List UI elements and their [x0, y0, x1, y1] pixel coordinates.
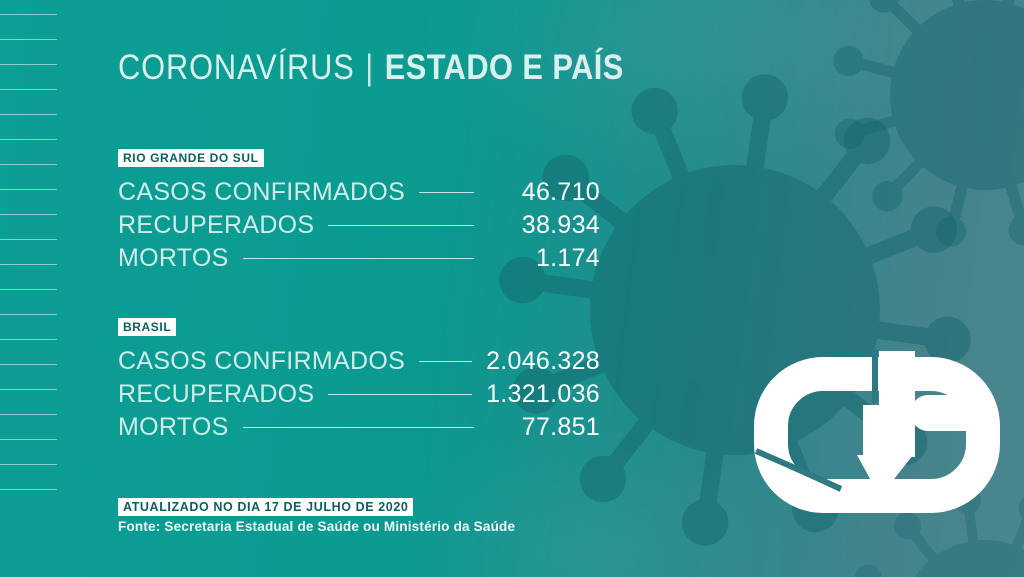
title-separator: | — [365, 48, 375, 87]
stat-row-casos-confirmados: CASOS CONFIRMADOS 2.046.328 — [118, 345, 600, 378]
stat-row-casos-confirmados: CASOS CONFIRMADOS 46.710 — [118, 176, 600, 209]
stat-rows: CASOS CONFIRMADOS 2.046.328 RECUPERADOS … — [118, 345, 600, 444]
stat-value: 77.851 — [521, 413, 600, 441]
stat-value: 1.174 — [535, 244, 600, 272]
title-secondary: ESTADO E PAÍS — [384, 48, 624, 87]
section-rio-grande-do-sul: RIO GRANDE DO SUL CASOS CONFIRMADOS 46.7… — [118, 149, 600, 275]
stat-row-recuperados: RECUPERADOS 38.934 — [118, 209, 600, 242]
stat-label: RECUPERADOS — [118, 211, 315, 239]
source-note: Fonte: Secretaria Estadual de Saúde ou M… — [118, 519, 516, 534]
leader-line — [242, 258, 474, 259]
stat-value: 1.321.036 — [486, 380, 600, 408]
leader-line — [328, 394, 473, 395]
leader-line — [242, 427, 474, 428]
stat-row-recuperados: RECUPERADOS 1.321.036 — [118, 378, 600, 411]
page-title: CORONAVÍRUS | ESTADO E PAÍS — [118, 48, 624, 88]
stat-row-mortos: MORTOS 1.174 — [118, 242, 600, 275]
section-badge-brasil: BRASIL — [118, 318, 177, 336]
footer: ATUALIZADO NO DIA 17 DE JULHO DE 2020 Fo… — [118, 498, 515, 534]
decorative-line-pattern — [0, 0, 57, 496]
leader-line — [328, 225, 474, 226]
stat-row-mortos: MORTOS 77.851 — [118, 411, 600, 444]
stat-label: CASOS CONFIRMADOS — [118, 178, 406, 206]
stat-value: 46.710 — [521, 178, 600, 206]
stat-value: 2.046.328 — [486, 347, 600, 375]
stat-label: MORTOS — [118, 413, 229, 441]
section-badge-rio-grande-do-sul: RIO GRANDE DO SUL — [118, 149, 264, 167]
stat-value: 38.934 — [521, 211, 600, 239]
leader-line — [419, 192, 474, 193]
section-brasil: BRASIL CASOS CONFIRMADOS 2.046.328 RECUP… — [118, 318, 600, 444]
stat-rows: CASOS CONFIRMADOS 46.710 RECUPERADOS 38.… — [118, 176, 600, 275]
stat-label: RECUPERADOS — [118, 380, 315, 408]
leader-line — [419, 361, 473, 362]
stat-label: MORTOS — [118, 244, 229, 272]
updated-date-badge: ATUALIZADO NO DIA 17 DE JULHO DE 2020 — [118, 498, 414, 516]
stat-label: CASOS CONFIRMADOS — [118, 347, 406, 375]
gp-logo — [754, 349, 1000, 513]
title-primary: CORONAVÍRUS — [118, 48, 355, 87]
